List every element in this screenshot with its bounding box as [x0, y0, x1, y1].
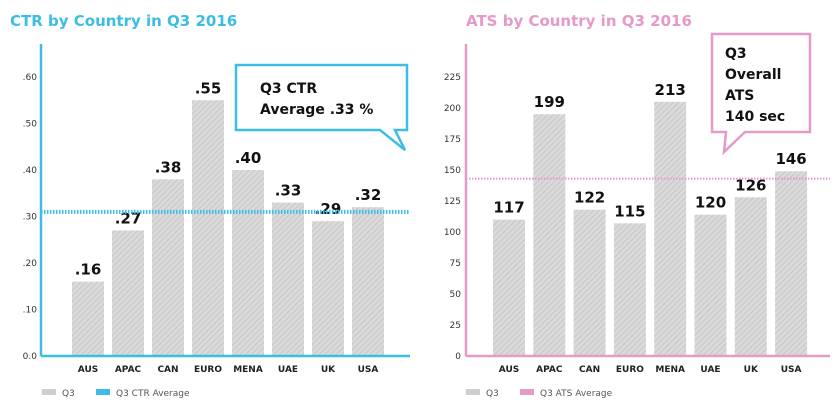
- ats-data-label-uk: 126: [735, 176, 766, 194]
- ctr-bar-euro: [192, 100, 224, 356]
- ctr-category-aus: AUS: [78, 365, 98, 375]
- ctr-bars: [72, 100, 384, 356]
- ats-y-tick-label: 200: [444, 104, 461, 114]
- ctr-legend-average-label: Q3 CTR Average: [116, 389, 190, 399]
- ats-callout-line-2: Overall: [725, 67, 781, 83]
- ctr-chart: CTR by Country in Q3 2016 0.0 .10 .20 .30 .4…: [10, 12, 410, 399]
- ctr-data-label-mena: .40: [235, 149, 262, 167]
- ats-bar-apac: [533, 114, 566, 356]
- ctr-legend-q3-label: Q3: [62, 389, 75, 399]
- ctr-bar-mena: [232, 170, 264, 356]
- ats-data-label-uae: 120: [695, 194, 726, 212]
- ats-bar-can: [573, 209, 606, 356]
- ats-category-uk: UK: [744, 365, 759, 375]
- ctr-callout-box: [234, 63, 409, 151]
- ctr-y-tick-label: .10: [23, 306, 38, 316]
- ats-bar-uae: [694, 214, 727, 356]
- ctr-data-label-aus: .16: [75, 261, 102, 279]
- ctr-category-mena: MENA: [233, 365, 263, 375]
- ctr-category-apac: APAC: [115, 365, 142, 375]
- ats-data-label-usa: 146: [775, 150, 806, 168]
- ats-bar-usa: [775, 171, 808, 356]
- ctr-y-tick-label: .20: [23, 259, 38, 269]
- ats-bar-mena: [654, 101, 687, 356]
- ctr-legend: Q3 Q3 CTR Average: [42, 389, 190, 399]
- ats-bars: [493, 101, 808, 356]
- ats-y-tick-label: 175: [444, 135, 461, 145]
- ctr-callout-line-2: Average .33 %: [260, 102, 373, 118]
- ats-y-tick-label: 25: [450, 321, 461, 331]
- ats-bar-aus: [493, 219, 525, 356]
- ats-y-tick-label: 225: [444, 73, 461, 83]
- ctr-y-axis: 0.0 .10 .20 .30 .40 .50 .60: [23, 73, 38, 362]
- ats-legend-average-label: Q3 ATS Average: [540, 389, 613, 399]
- ats-y-tick-label: 150: [444, 166, 461, 176]
- ctr-bar-uk: [312, 221, 344, 356]
- ats-data-label-aus: 117: [493, 199, 524, 217]
- ctr-data-label-usa: .32: [355, 186, 382, 204]
- ats-callout: Q3 Overall ATS 140 sec: [710, 32, 812, 156]
- ats-chart-title: ATS by Country in Q3 2016: [466, 12, 692, 30]
- ats-category-uae: UAE: [700, 365, 720, 375]
- ats-legend-q3-label: Q3: [486, 389, 499, 399]
- ctr-y-tick-label: .30: [23, 213, 38, 223]
- ats-category-euro: EURO: [616, 365, 644, 375]
- ctr-data-label-euro: .55: [195, 79, 222, 97]
- ats-category-can: CAN: [579, 365, 600, 375]
- ctr-category-uae: UAE: [278, 365, 298, 375]
- ats-category-apac: APAC: [536, 365, 563, 375]
- ctr-callout: Q3 CTR Average .33 %: [234, 63, 409, 151]
- ctr-chart-title: CTR by Country in Q3 2016: [10, 12, 237, 30]
- ats-legend-q3-swatch: [466, 389, 480, 395]
- ats-legend-average-swatch: [520, 389, 534, 395]
- ats-y-tick-label: 50: [450, 290, 462, 300]
- ats-bar-uk: [734, 197, 767, 356]
- ats-data-label-can: 122: [574, 189, 605, 207]
- ctr-category-can: CAN: [157, 365, 178, 375]
- ats-legend: Q3 Q3 ATS Average: [466, 389, 613, 399]
- ctr-data-label-uae: .33: [275, 182, 302, 200]
- ctr-bar-usa: [352, 207, 384, 356]
- ctr-callout-line-1: Q3 CTR: [260, 81, 317, 97]
- ats-data-label-mena: 213: [655, 81, 686, 99]
- ats-y-tick-label: 100: [444, 228, 461, 238]
- ctr-bar-aus: [72, 281, 104, 356]
- ats-data-labels: 117 199 122 115 213 120 126 146: [493, 81, 806, 221]
- ats-category-usa: USA: [781, 365, 802, 375]
- ctr-bar-can: [152, 179, 184, 356]
- ctr-y-tick-label: .60: [23, 73, 38, 83]
- ats-y-tick-label: 125: [444, 197, 461, 207]
- ats-y-axis: 0 25 50 75 100 125 150 175 200 225: [444, 73, 461, 362]
- ats-y-tick-label: 0: [455, 352, 461, 362]
- ctr-bar-apac: [112, 230, 144, 356]
- ctr-data-label-apac: .27: [115, 209, 142, 227]
- ats-callout-line-4: 140 sec: [725, 109, 785, 125]
- ctr-data-label-can: .38: [155, 158, 182, 176]
- ats-chart: ATS by Country in Q3 2016 0 25 50 75 100 125 1…: [444, 12, 830, 399]
- ctr-y-tick-label: 0.0: [23, 352, 38, 362]
- ats-callout-box: [710, 32, 812, 156]
- ats-category-mena: MENA: [655, 365, 685, 375]
- ctr-y-tick-label: .50: [23, 120, 38, 130]
- ctr-x-axis: AUS APAC CAN EURO MENA UAE UK USA: [78, 365, 379, 375]
- ctr-legend-q3-swatch: [42, 389, 56, 395]
- ats-data-label-euro: 115: [614, 202, 645, 220]
- ctr-y-tick-label: .40: [23, 166, 38, 176]
- ctr-category-uk: UK: [321, 365, 336, 375]
- ctr-bar-uae: [272, 202, 304, 356]
- ctr-data-label-uk: .29: [315, 200, 342, 218]
- ats-y-tick-label: 75: [450, 259, 461, 269]
- ats-callout-line-1: Q3: [725, 46, 747, 62]
- ats-x-axis: AUS APAC CAN EURO MENA UAE UK USA: [499, 365, 802, 375]
- ats-callout-line-3: ATS: [725, 88, 754, 104]
- ats-bar-euro: [613, 223, 646, 356]
- ats-data-label-apac: 199: [534, 93, 565, 111]
- ctr-category-usa: USA: [358, 365, 379, 375]
- ctr-legend-average-swatch: [96, 389, 110, 395]
- ctr-category-euro: EURO: [194, 365, 222, 375]
- ats-category-aus: AUS: [499, 365, 519, 375]
